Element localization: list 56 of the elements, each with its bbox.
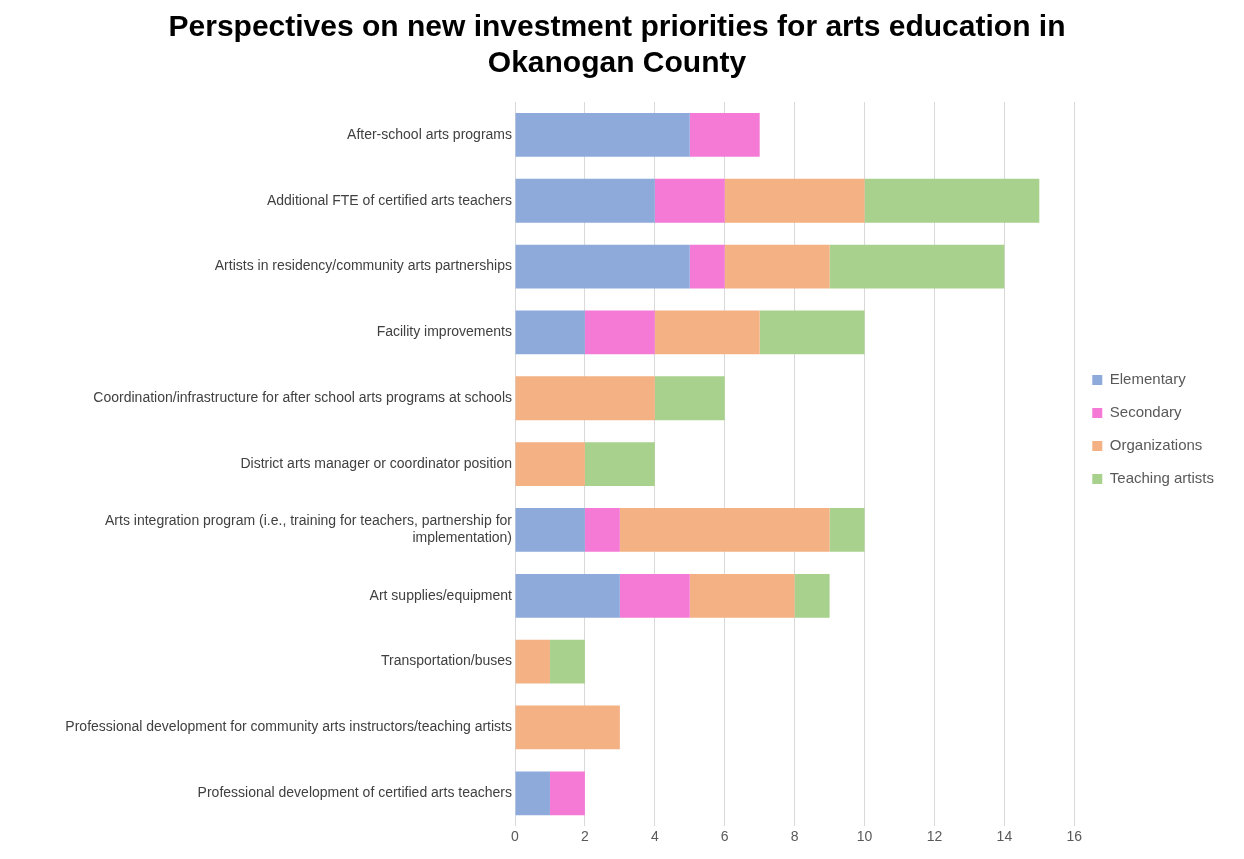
bar	[724, 244, 830, 289]
bar	[549, 639, 585, 684]
bar	[515, 639, 550, 684]
bar	[584, 508, 620, 552]
x-tick-label: 14	[996, 828, 1013, 845]
x-tick-label: 8	[790, 828, 799, 845]
x-tick-label: 12	[926, 828, 943, 845]
x-tick-label: 2	[581, 828, 590, 845]
bar	[654, 178, 725, 223]
bar	[515, 113, 690, 157]
bar	[654, 310, 760, 355]
bar	[759, 310, 865, 355]
x-tick-label: 4	[650, 828, 659, 845]
y-tick-label: Additional FTE of certified arts teachers	[266, 191, 512, 208]
bar	[619, 573, 690, 618]
x-tick-label: 16	[1066, 828, 1083, 845]
bar	[794, 573, 830, 618]
bar	[515, 376, 655, 421]
bar	[689, 244, 725, 289]
bar	[619, 508, 830, 552]
y-tick-label: Facility improvements	[376, 323, 512, 340]
bar	[515, 310, 585, 355]
x-tick-label: 10	[856, 828, 873, 845]
y-tick-label: District arts manager or coordinator position	[240, 454, 512, 471]
bar	[515, 178, 655, 223]
y-tick-label: Transportation/buses	[381, 652, 512, 669]
bar	[829, 508, 865, 552]
y-tick-label: Artists in residency/community arts partnerships	[214, 257, 512, 274]
bar	[515, 244, 690, 289]
bar	[515, 705, 620, 750]
legend-label: Teaching artists	[1109, 469, 1214, 487]
y-tick-label: Art supplies/equipment	[369, 586, 513, 603]
chart-title: Perspectives on new investment priorities for arts education in Okanogan County	[168, 9, 1066, 79]
bar	[689, 573, 795, 618]
x-tick-label: 0	[511, 828, 520, 845]
bar	[864, 178, 1040, 223]
legend-label: Organizations	[1109, 436, 1203, 454]
legend-label: Secondary	[1109, 403, 1182, 421]
bar	[584, 310, 655, 355]
x-tick-label: 6	[720, 828, 729, 845]
bar	[549, 771, 585, 816]
bar	[654, 376, 725, 421]
bar	[515, 508, 585, 552]
y-tick-label: Professional development of certified arts teachers	[197, 784, 512, 801]
bar	[689, 113, 760, 157]
legend-label: Elementary	[1109, 370, 1187, 388]
y-tick-label: After-school arts programs	[347, 125, 512, 142]
y-tick-label: Arts integration program (i.e., training for teachers, partnership for implementation)	[105, 512, 513, 546]
bar	[515, 573, 620, 618]
y-tick-label: Professional development for community arts instructors/teaching artists	[65, 718, 512, 735]
bar	[724, 178, 865, 223]
bar	[515, 771, 550, 816]
bar	[829, 244, 1005, 289]
y-tick-label: Coordination/infrastructure for after school arts programs at schools	[93, 389, 512, 406]
bar	[584, 442, 655, 486]
bar	[515, 442, 585, 486]
